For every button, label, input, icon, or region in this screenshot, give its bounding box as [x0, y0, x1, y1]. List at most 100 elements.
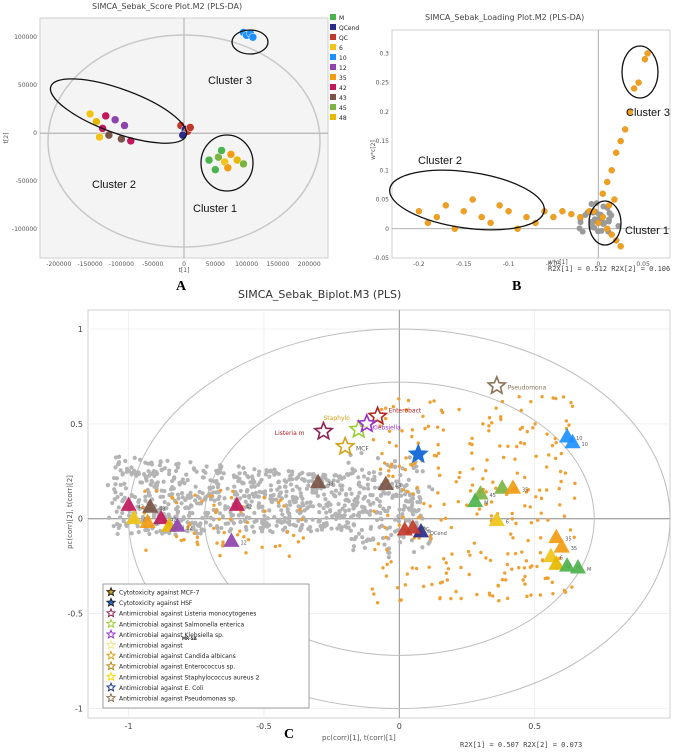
biplot-cloud-point — [367, 470, 372, 476]
biplot-cloud-point — [415, 499, 420, 505]
score-point — [204, 155, 214, 165]
biplot-cloud-point — [246, 493, 252, 499]
biplot-cloud-point — [386, 505, 392, 510]
biplot-cloud-point — [262, 513, 267, 518]
biplot-cloud-point — [167, 471, 172, 477]
loading-plot-area — [391, 29, 671, 259]
biplot-legend-star — [105, 681, 117, 692]
biplot-orange-point — [432, 399, 436, 403]
biplot-orange-point — [370, 587, 375, 591]
biplot-orange-point — [468, 553, 472, 557]
biplot-orange-point — [444, 561, 448, 565]
biplot-triangle-label: 6 — [157, 522, 160, 528]
biplot-cloud-point — [136, 529, 141, 535]
biplot-orange-point — [559, 451, 564, 456]
biplot-x-tick: -0.5 — [256, 722, 272, 731]
biplot-cloud-point — [346, 508, 352, 513]
biplot-orange-point — [525, 594, 529, 599]
biplot-cloud-point — [192, 521, 197, 526]
panel-label-b: B — [512, 279, 521, 294]
biplot-orange-point — [217, 517, 221, 521]
biplot-cloud-point — [267, 474, 272, 479]
biplot-cloud-point — [241, 465, 246, 471]
biplot-orange-point — [465, 503, 469, 507]
biplot-cloud-point — [348, 471, 353, 476]
biplot-orange-point — [487, 416, 492, 420]
biplot-cloud-point — [118, 482, 123, 488]
biplot-cloud-point — [280, 527, 286, 532]
biplot-orange-point — [174, 501, 179, 505]
biplot-cloud-point — [276, 471, 281, 477]
loading-x-tick: -0.05 — [546, 261, 562, 268]
biplot-orange-point — [504, 578, 508, 582]
biplot-cloud-point — [350, 502, 355, 507]
biplot-cloud-point — [197, 489, 202, 494]
biplot-cloud-point — [350, 466, 355, 472]
biplot-cloud-point — [214, 468, 219, 473]
biplot-cloud-point — [232, 484, 237, 489]
loading-x-tick: 0 — [596, 261, 600, 268]
biplot-orange-point — [517, 565, 521, 570]
biplot-cloud-point — [160, 494, 166, 499]
biplot-cloud-point — [251, 529, 257, 534]
biplot-cloud-point — [390, 481, 395, 486]
biplot-cloud-point — [115, 494, 120, 500]
loading-point — [617, 137, 624, 145]
biplot-cloud-point — [275, 519, 280, 524]
biplot-orange-point — [387, 469, 391, 473]
biplot-cloud-point — [250, 524, 255, 529]
biplot-cloud-point — [411, 549, 417, 555]
biplot-cloud-point — [395, 485, 400, 490]
biplot-cloud-point — [372, 474, 377, 479]
biplot-orange-point — [416, 516, 421, 520]
biplot-legend-label: Antimicrobial against Staphylococcus aur… — [119, 674, 260, 681]
biplot-score-triangle — [142, 498, 159, 513]
biplot-orange-point — [564, 419, 569, 423]
biplot-orange-point — [538, 551, 543, 555]
biplot-orange-point — [538, 536, 543, 540]
loading-point-core — [606, 210, 613, 217]
biplot-xlabel: pc(corr)[1], t(corr)[1] — [322, 734, 396, 742]
biplot-orange-point — [534, 454, 538, 458]
score-x-tick: 200000 — [298, 261, 321, 268]
biplot-panel: SIMCA_Sebak_Biplot.M3 (PLS) -1 -0.5 0 0.510… — [66, 288, 671, 749]
biplot-orange-point — [496, 584, 501, 588]
loading-point — [608, 231, 615, 238]
loading-point — [626, 108, 633, 116]
biplot-orange-point — [519, 408, 523, 413]
biplot-orange-point — [534, 495, 538, 499]
biplot-orange-point — [383, 461, 387, 465]
biplot-cloud-point — [126, 469, 132, 474]
biplot-cloud-point — [346, 460, 351, 465]
biplot-cloud-point — [339, 525, 344, 530]
score-legend-label: 48 — [339, 115, 347, 122]
score-legend-swatch — [330, 44, 336, 50]
biplot-cloud-point — [123, 486, 129, 491]
biplot-orange-point — [569, 400, 573, 405]
biplot-response-star — [486, 374, 508, 395]
biplot-orange-point — [219, 488, 223, 493]
score-point — [110, 115, 120, 125]
biplot-cloud-point — [361, 486, 367, 491]
loading-point-core — [591, 224, 598, 231]
biplot-legend-note: MR-SA — [182, 636, 198, 641]
score-ylabel: t[2] — [3, 133, 10, 144]
biplot-cloud-point — [193, 498, 198, 503]
loading-point — [604, 225, 611, 232]
biplot-orange-point — [444, 571, 449, 575]
biplot-orange-point — [488, 558, 493, 563]
biplot-orange-point — [491, 480, 495, 484]
biplot-cloud-point — [403, 517, 408, 523]
loading-point — [433, 213, 441, 221]
biplot-triangle-label: 35 — [565, 537, 571, 543]
biplot-orange-point — [445, 578, 450, 582]
biplot-cloud-point — [265, 524, 270, 529]
loading-point — [621, 126, 629, 133]
score-point — [120, 121, 129, 130]
biplot-orange-point — [200, 499, 204, 503]
biplot-cloud-point — [349, 491, 354, 496]
biplot-response-star — [367, 405, 389, 426]
biplot-cloud-point — [120, 499, 125, 504]
score-y-tick: 100000 — [14, 34, 37, 41]
biplot-cloud-point — [353, 535, 359, 540]
